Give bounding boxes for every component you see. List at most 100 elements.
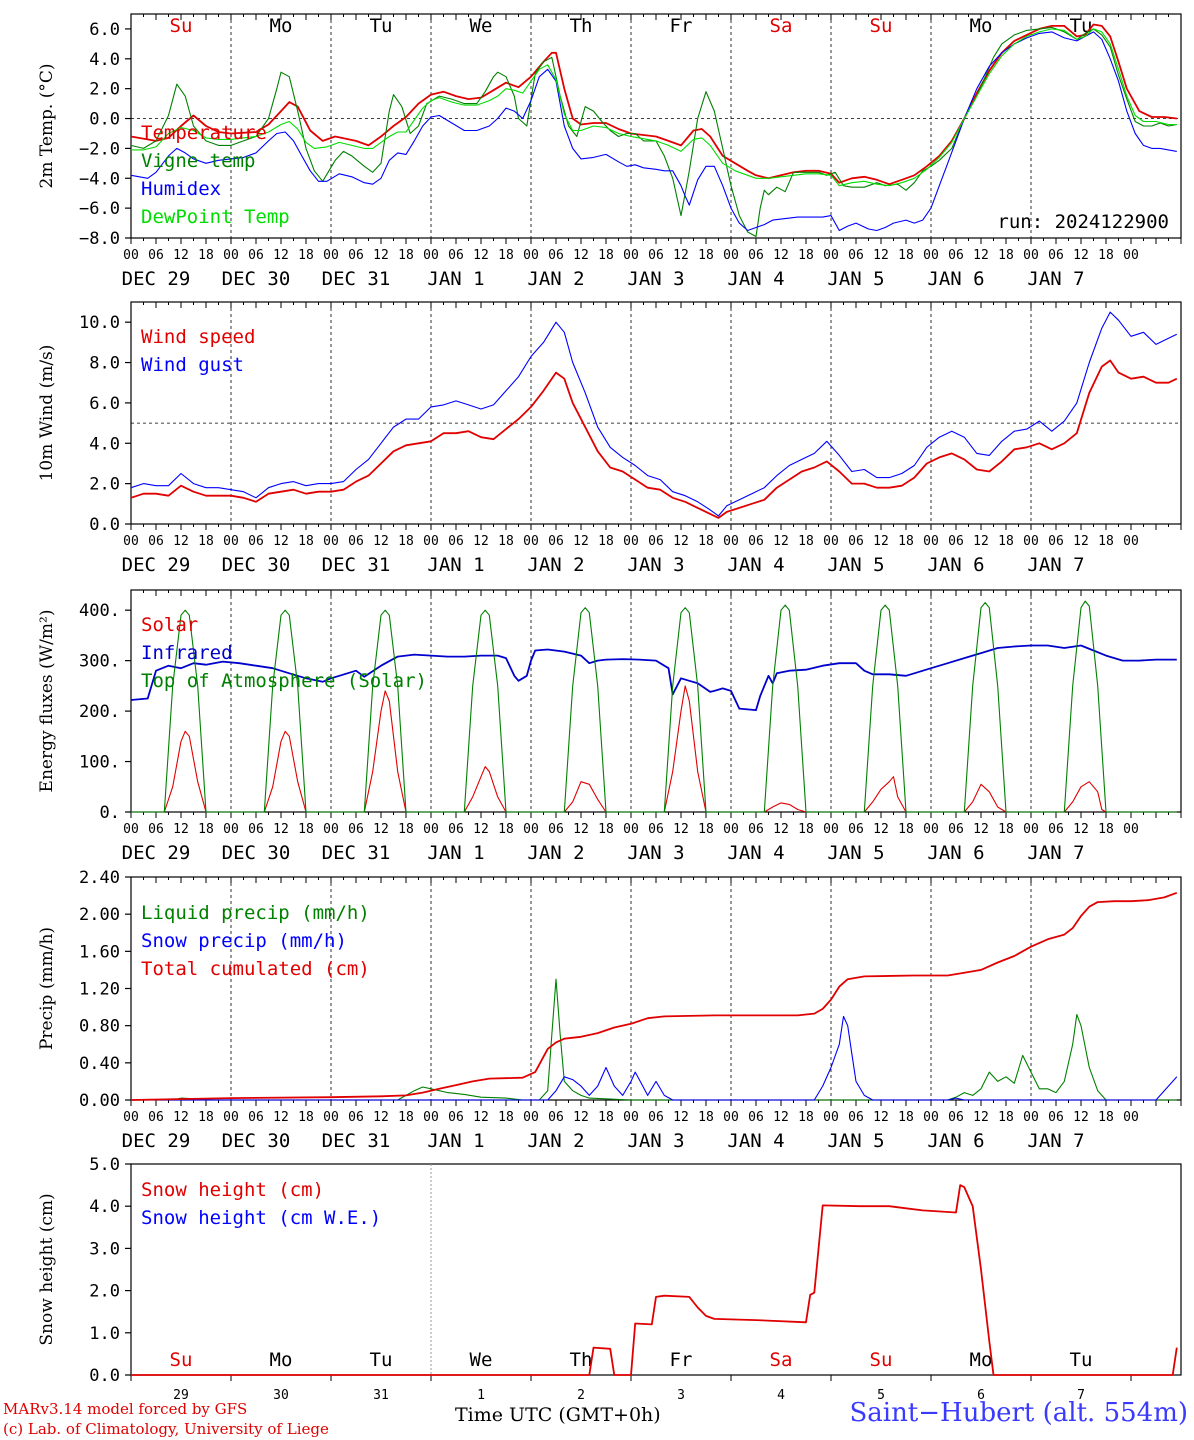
x-hour-label: 12 [573,822,589,837]
run-label: run: 2024122900 [997,211,1169,233]
x-hour-label: 12 [1073,534,1089,549]
x-hour-label: 12 [773,822,789,837]
legend-entry: DewPoint Temp [141,206,290,228]
x-hour-label: 00 [1023,248,1039,263]
legend-entry: Snow precip (mm/h) [141,930,347,952]
x-date-label: DEC 30 [222,842,291,864]
x-hour-label: 18 [698,534,714,549]
x-hour-label: 00 [223,534,239,549]
x-hour-label: 12 [873,248,889,263]
x-hour-label: 00 [923,1110,939,1125]
y-tick-label: −2.0 [79,139,120,159]
x-hour-label: 06 [448,534,464,549]
y-tick-label: 5.0 [89,1155,120,1175]
x-date-label: DEC 29 [122,554,191,576]
x-day-label: 29 [173,1388,189,1400]
x-date-label: DEC 29 [122,1130,191,1152]
x-hour-label: 06 [648,248,664,263]
x-hour-label: 06 [248,1110,264,1125]
lab-credit: (c) Lab. of Climatology, University of L… [3,1420,329,1438]
x-hour-label: 18 [498,1110,514,1125]
legend-entry: Snow height (cm) [141,1179,324,1201]
x-hour-label: 00 [723,1110,739,1125]
x-day-label: 1 [477,1388,485,1400]
x-hour-label: 00 [323,534,339,549]
x-hour-label: 18 [598,534,614,549]
x-hour-label: 18 [398,534,414,549]
x-hour-label: 00 [1023,1110,1039,1125]
x-hour-label: 00 [1123,534,1139,549]
x-hour-label: 18 [398,1110,414,1125]
x-date-label: DEC 30 [222,268,291,290]
x-hour-label: 18 [898,534,914,549]
x-date-label: JAN 3 [627,1130,684,1152]
x-hour-label: 18 [198,822,214,837]
y-tick-label: 2.0 [89,1282,120,1302]
series-line [131,978,1177,1101]
x-hour-label: 00 [623,534,639,549]
weekday-label: Su [870,15,893,37]
x-hour-label: 06 [948,534,964,549]
x-hour-label: 06 [848,822,864,837]
x-hour-label: 00 [423,822,439,837]
weekday-label: Tu [370,15,393,37]
x-hour-label: 06 [1048,534,1064,549]
y-tick-label: 0.0 [89,110,120,130]
x-hour-label: 06 [448,1110,464,1125]
x-hour-label: 00 [623,248,639,263]
x-date-label: JAN 1 [427,554,484,576]
x-hour-label: 12 [973,248,989,263]
x-hour-label: 18 [798,822,814,837]
x-hour-label: 12 [173,248,189,263]
legend-entry: Wind gust [141,354,244,376]
x-date-label: DEC 31 [322,554,391,576]
x-hour-label: 06 [348,248,364,263]
y-tick-label: 1.60 [79,942,120,962]
x-hour-label: 06 [648,1110,664,1125]
y-tick-label: 0.80 [79,1017,120,1037]
x-hour-label: 18 [1098,822,1114,837]
series-line [130,891,1178,1101]
weekday-label: Sa [770,1349,793,1371]
legend-entry: Total cumulated (cm) [141,958,370,980]
x-hour-label: 12 [273,248,289,263]
x-hour-label: 12 [273,534,289,549]
x-hour-label: 18 [298,534,314,549]
x-hour-label: 06 [1048,248,1064,263]
x-hour-label: 18 [498,248,514,263]
x-hour-label: 06 [148,1110,164,1125]
x-date-label: JAN 6 [927,554,984,576]
x-hour-label: 18 [898,1110,914,1125]
x-hour-label: 12 [1073,1110,1089,1125]
x-hour-label: 00 [223,1110,239,1125]
x-date-label: JAN 7 [1027,842,1084,864]
x-date-label: JAN 4 [727,1130,784,1152]
legend-entry: Infrared [141,642,233,664]
y-tick-label: 0.0 [89,1366,120,1386]
x-hour-label: 00 [223,248,239,263]
x-hour-label: 06 [248,534,264,549]
x-hour-label: 18 [498,534,514,549]
x-hour-label: 06 [548,534,564,549]
x-day-label: 6 [977,1388,985,1400]
x-hour-label: 18 [198,534,214,549]
series-line [130,31,1177,232]
legend-entry: Top of Atmosphere (Solar) [141,670,427,692]
x-date-label: DEC 31 [322,842,391,864]
x-hour-label: 00 [823,534,839,549]
x-hour-label: 12 [1073,822,1089,837]
x-day-label: 5 [877,1388,885,1400]
x-date-label: JAN 4 [727,554,784,576]
x-hour-label: 06 [948,248,964,263]
weekday-label: Su [170,1349,193,1371]
x-hour-label: 18 [898,248,914,263]
x-hour-label: 12 [773,534,789,549]
x-date-label: JAN 5 [827,842,884,864]
x-date-label: JAN 6 [927,842,984,864]
series-line [130,359,1178,519]
y-axis-title: Snow height (cm) [37,1193,57,1345]
y-tick-label: 0.0 [89,515,120,535]
x-hour-label: 18 [298,1110,314,1125]
x-hour-label: 06 [848,248,864,263]
x-date-label: JAN 2 [527,554,584,576]
